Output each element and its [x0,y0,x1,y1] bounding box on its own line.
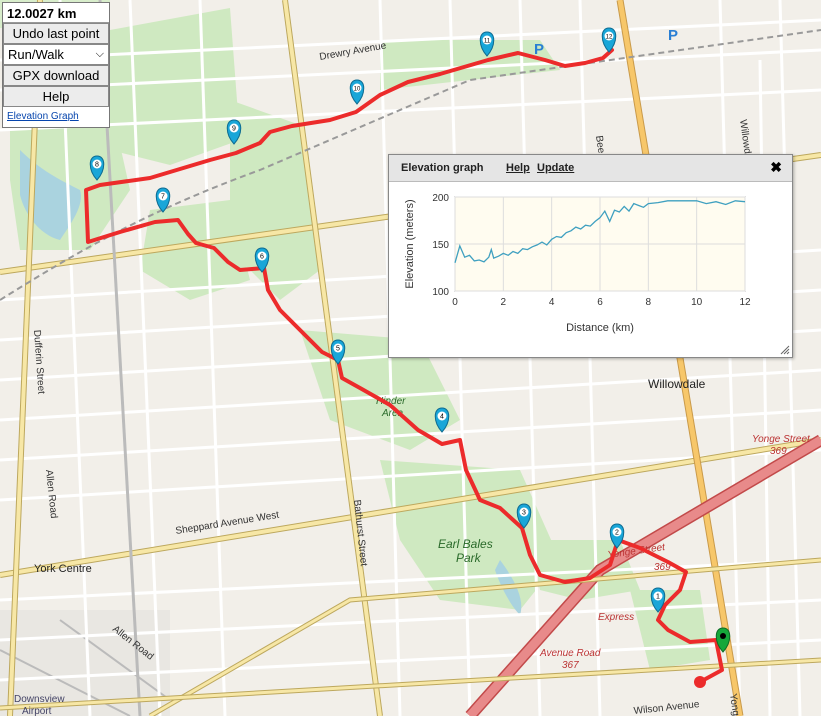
gpx-download-button[interactable]: GPX download [3,65,109,86]
label-area: Area [381,408,404,419]
start-marker-icon[interactable] [715,627,731,653]
route-marker-icon[interactable]: 6 [254,247,270,273]
label-downsview: Downsview [14,694,65,705]
x-tick-label: 6 [597,297,603,308]
elevation-chart: 0 2 4 6 8 10 12 200 150 100 Distance (km) Elevation… [404,193,751,334]
label-yonge-369-num: 369 [770,446,787,457]
route-marker-label: 3 [522,510,526,517]
runways [0,619,171,716]
route-line [84,48,724,684]
route-marker-icon[interactable]: 12 [601,27,617,53]
x-tick-label: 2 [501,297,507,308]
label-express: Express [598,612,634,623]
y-tick-label: 100 [432,287,449,298]
help-button[interactable]: Help [3,86,109,107]
route-marker-label: 7 [161,194,165,201]
route-marker-icon[interactable]: 3 [516,503,532,529]
route-marker-icon[interactable]: 5 [330,339,346,365]
route-marker-icon[interactable]: 10 [349,79,365,105]
label-wilson: Wilson Avenue [633,699,700,716]
route-marker-label: 4 [440,414,444,421]
railway [0,29,821,301]
resize-handle-icon[interactable] [780,345,790,355]
label-yonge-bottom: Yonge [727,693,742,716]
route-marker-label: 10 [354,87,361,93]
label-avenue-road: Avenue Road [539,648,601,659]
elevation-series-line [454,200,746,263]
route-marker-label: 2 [615,530,619,537]
route-marker-icon[interactable]: 8 [89,155,105,181]
label-park: Park [456,551,482,565]
elevation-popup-header: Elevation graph Help Update ✖ [389,155,792,182]
route-marker-icon[interactable]: 2 [609,523,625,549]
label-avenue-road-num: 367 [562,660,579,671]
elevation-graph-link[interactable]: Elevation Graph [7,111,79,122]
x-tick-label: 8 [646,297,652,308]
route-marker-icon[interactable]: 11 [479,31,495,57]
label-willowdale: Willowdale [648,377,706,391]
route-marker-label: 8 [95,162,99,169]
route-marker-label: 11 [484,39,491,45]
route-marker-label: 9 [232,126,236,133]
elevation-popup-title: Elevation graph [401,162,484,174]
label-earl-bales: Earl Bales [438,537,493,551]
y-tick-label: 200 [432,193,449,204]
total-distance: 12.0027 km [3,3,109,23]
label-bee: Bee [593,135,606,155]
label-willowd: Willowd [737,119,753,155]
activity-select-value: Run/Walk [8,47,64,62]
label-airport: Airport [22,706,52,716]
route-marker-icon[interactable]: 7 [155,187,171,213]
parking-icon: P [668,27,678,44]
label-hinder: Hinder [376,396,406,407]
elevation-help-link[interactable]: Help [506,162,530,174]
close-icon[interactable]: ✖ [770,159,782,175]
route-end-dot [694,676,706,688]
label-allen-road: Allen Road [43,469,59,519]
x-tick-label: 4 [549,297,555,308]
label-york-centre: York Centre [34,563,92,575]
route-marker-label: 6 [260,254,264,261]
elevation-popup: Elevation graph Help Update ✖ 0 2 4 6 8 10 12 2… [388,154,793,358]
y-axis-label: Elevation (meters) [404,199,416,288]
route-marker-icon[interactable]: 4 [434,407,450,433]
x-tick-label: 10 [691,297,703,308]
x-tick-label: 0 [452,297,458,308]
x-tick-label: 12 [739,297,751,308]
elevation-update-link[interactable]: Update [537,162,575,174]
undo-last-point-button[interactable]: Undo last point [3,23,109,44]
x-axis-label: Distance (km) [566,322,634,334]
y-tick-label: 150 [432,240,449,251]
route-marker-icon[interactable]: 1 [650,587,666,613]
route-marker-icon[interactable]: 9 [226,119,242,145]
label-yonge-369: Yonge Street [752,434,811,445]
activity-select[interactable]: Run/Walk ⌵ [3,44,109,65]
label-dufferin: Dufferin Street [31,329,46,394]
route-marker-label: 5 [336,346,340,353]
route-control-panel: 12.0027 km Undo last point Run/Walk ⌵ GP… [2,2,110,128]
route-marker-label: 12 [606,35,613,41]
chevron-down-icon: ⌵ [95,48,104,60]
label-yonge-mid-num: 369 [654,562,671,573]
parking-icon: P [534,41,544,58]
route-marker-label: 1 [656,594,660,601]
